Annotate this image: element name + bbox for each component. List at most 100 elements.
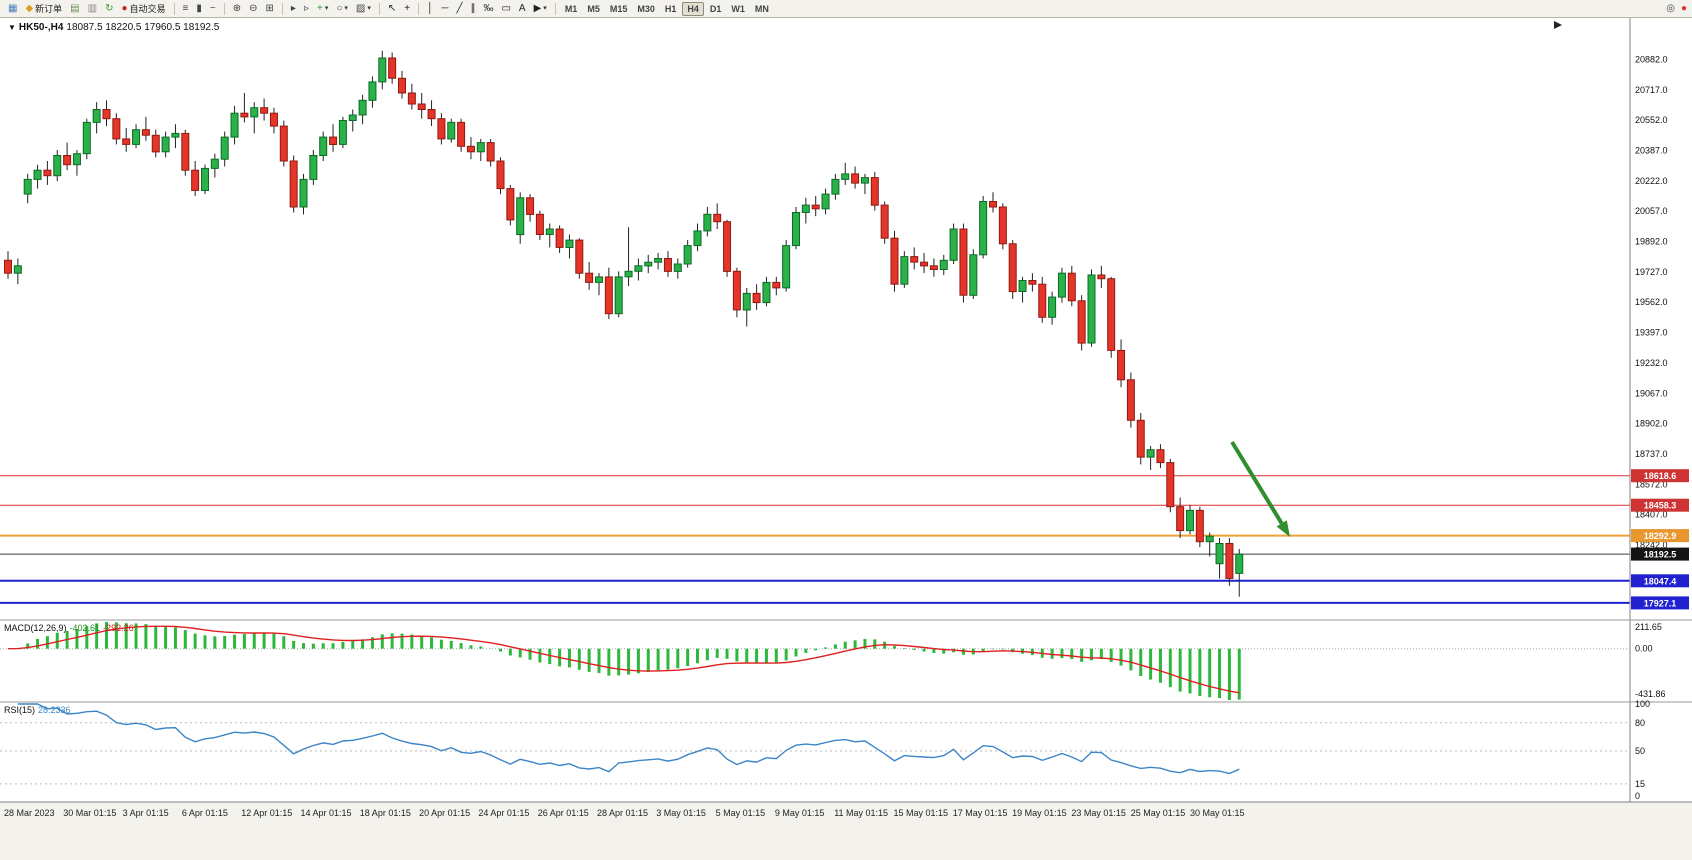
candle-body <box>407 92 416 105</box>
cursor-button[interactable]: ↖ <box>385 1 399 17</box>
macd-scale-label: -431.86 <box>1635 689 1666 699</box>
add-indicator-button[interactable]: + ▾ <box>314 1 331 17</box>
trendline-button[interactable]: ╱ <box>453 1 465 17</box>
candle-body <box>378 57 387 83</box>
date-label: 23 May 01:15 <box>1071 808 1126 818</box>
text-button[interactable]: A <box>516 1 529 17</box>
date-label: 15 May 01:15 <box>894 808 949 818</box>
candle-body <box>466 145 475 153</box>
search-button[interactable]: ◎ <box>1666 2 1675 14</box>
candle-body <box>762 281 771 304</box>
autotrading-button[interactable]: ● 自动交易 <box>118 1 168 17</box>
candle-body <box>703 213 712 232</box>
candle-body <box>575 239 584 274</box>
candle-body <box>565 239 574 249</box>
toolbar-separator <box>378 2 380 15</box>
arrows-button[interactable]: ▶ ▾ <box>531 1 550 17</box>
trend-arrow[interactable] <box>1230 440 1284 525</box>
candle-body <box>1186 509 1194 532</box>
rsi-scale-label: 50 <box>1635 746 1645 756</box>
price-tick-label: 19232.0 <box>1635 358 1668 368</box>
candle-body <box>900 256 909 285</box>
horizontal-line-button[interactable]: ─ <box>438 1 451 17</box>
chart-dropdown-icon[interactable]: ▼ <box>8 23 16 32</box>
timeframe-m15-button[interactable]: M15 <box>609 3 628 14</box>
candle-body <box>693 230 702 247</box>
candle-body <box>388 57 397 79</box>
timeframe-mn-button[interactable]: MN <box>754 3 769 14</box>
macd-scale-label: 211.65 <box>1635 622 1662 632</box>
timeframe-m5-button[interactable]: M5 <box>587 3 600 14</box>
price-tick-label: 18737.0 <box>1635 449 1668 459</box>
template-menu-button[interactable]: ▨ ▾ <box>353 1 374 17</box>
timeframe-m30-button[interactable]: M30 <box>637 3 655 14</box>
line-chart-button[interactable]: ~ <box>207 1 219 17</box>
date-label: 24 Apr 01:15 <box>478 808 529 818</box>
candlestick-chart-button[interactable]: ▮ <box>193 1 205 17</box>
timeframe-h1-button[interactable]: H1 <box>664 3 677 14</box>
trend-arrow-head[interactable] <box>1276 520 1290 537</box>
candle-body <box>141 129 150 136</box>
candle-body <box>417 103 426 110</box>
vertical-line-button[interactable]: │ <box>424 1 436 17</box>
price-badge-label: 17927.1 <box>1644 598 1677 608</box>
zoom-out-button[interactable]: ⊖ <box>246 1 260 17</box>
candle-body <box>486 142 495 162</box>
candle-body <box>457 121 466 147</box>
bar-chart-button[interactable]: ≡ <box>180 1 192 17</box>
candle-body <box>72 153 81 166</box>
toolbar: ▦ ◆ 新订单 ▤ ▥ ↻ ● 自动交易 ≡ ▮ ~ ⊕ ⊖ ⊞ ▸ ▹ + ▾ ○ ▾ ▨ ▾ ↖ + │ ─ ╱ ∥ ‰ ▭ A ▶ ▾ M1… <box>0 0 1692 18</box>
candle-body <box>348 114 357 121</box>
candle-body <box>92 109 101 123</box>
timeframe-w1-button[interactable]: W1 <box>731 3 745 14</box>
fibonacci-button[interactable]: ‰ <box>480 1 496 17</box>
chart-background <box>0 18 1692 802</box>
candle-body <box>673 263 682 272</box>
candle-body <box>289 160 298 208</box>
chart-shift-button[interactable]: ▹ <box>301 1 312 17</box>
price-tick-label: 18242.0 <box>1635 540 1668 550</box>
candle-body <box>732 270 741 311</box>
candle-body <box>358 99 367 116</box>
candle-body <box>920 261 929 267</box>
auto-scroll-icon: ▸ <box>290 2 296 14</box>
refresh-button[interactable]: ↻ <box>102 1 116 17</box>
rsi-name: RSI(15) <box>4 705 36 715</box>
data-window-button[interactable]: ▥ <box>85 1 100 17</box>
cursor-icon: ↖ <box>387 2 397 14</box>
auto-scroll-button[interactable]: ▸ <box>288 1 299 17</box>
candle-body <box>723 221 732 272</box>
candle-body <box>506 188 515 221</box>
market-watch-button[interactable]: ▤ <box>67 1 82 17</box>
alert-badge[interactable]: ● <box>1680 2 1687 14</box>
chart-window-button[interactable]: ▦ <box>5 1 20 17</box>
timeframe-h4-button[interactable]: H4 <box>682 1 704 16</box>
date-label: 17 May 01:15 <box>953 808 1008 818</box>
shapes-button[interactable]: ▭ <box>498 1 513 17</box>
period-menu-button[interactable]: ○ ▾ <box>333 1 351 17</box>
candle-body <box>1225 543 1234 579</box>
toolbar-separator <box>223 2 225 15</box>
candle-body <box>112 118 121 140</box>
candle-body <box>220 136 229 160</box>
timeframe-m1-button[interactable]: M1 <box>564 3 578 14</box>
new-order-button[interactable]: ◆ 新订单 <box>22 1 65 17</box>
candle-body <box>683 245 692 265</box>
candle-body <box>880 204 889 239</box>
dropdown-caret-icon: ▾ <box>344 4 348 12</box>
candle-body <box>1126 379 1135 421</box>
price-badge-label: 18047.4 <box>1644 576 1677 586</box>
candle-body <box>338 120 347 145</box>
chart-shift-marker-icon[interactable] <box>1554 21 1562 29</box>
zoom-in-button[interactable]: ⊕ <box>230 1 244 17</box>
candle-body <box>811 204 820 210</box>
price-tick-label: 20552.0 <box>1635 115 1668 125</box>
channel-button[interactable]: ∥ <box>467 1 478 17</box>
crosshair-button[interactable]: + <box>401 1 413 17</box>
tile-windows-button[interactable]: ⊞ <box>263 1 277 17</box>
candle-body <box>476 142 485 153</box>
timeframe-d1-button[interactable]: D1 <box>709 3 722 14</box>
macd-name: MACD(12,26,9) <box>4 623 67 633</box>
price-badge-label: 18618.6 <box>1644 471 1677 481</box>
